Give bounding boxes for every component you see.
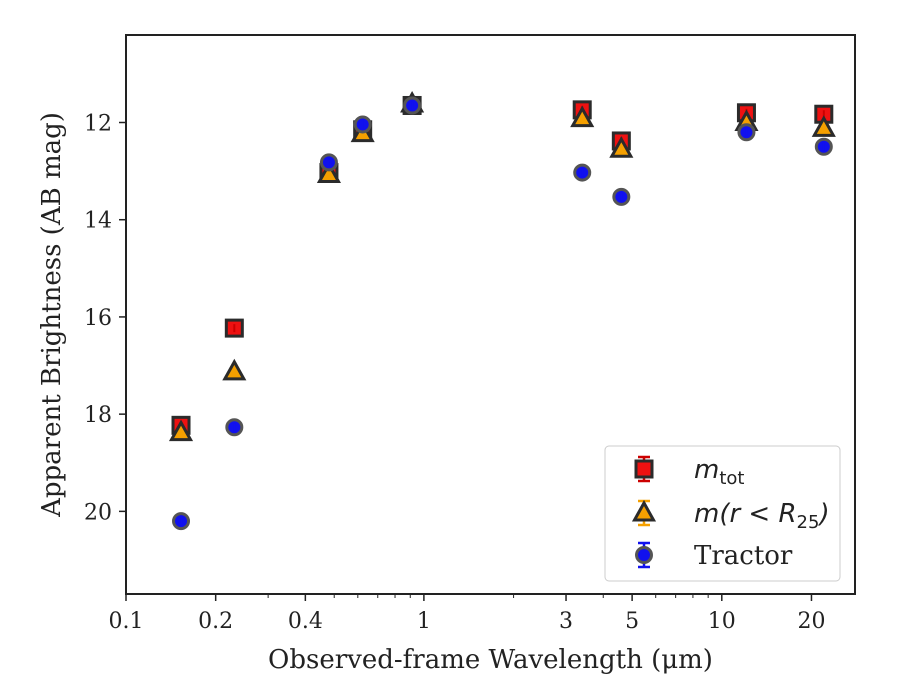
legend-frame <box>604 445 841 582</box>
y-tick-label: 14 <box>84 209 112 234</box>
legend-label-main: m <box>694 455 719 485</box>
legend-label-tractor: Tractor <box>694 541 793 571</box>
legend-label-mr25: m(r < R25) <box>694 499 830 533</box>
x-tick-label: 20 <box>797 609 825 634</box>
y-tick-label: 20 <box>84 500 112 525</box>
x-tick-label: 1 <box>417 609 431 634</box>
legend-label-main: m(r < R <box>694 499 797 529</box>
legend: mtot m(r < R25) Tractor <box>604 445 841 582</box>
x-axis-label: Observed-frame Wavelength (μm) <box>268 645 713 675</box>
legend-marker-tractor <box>635 546 653 564</box>
x-tick-label: 0.4 <box>288 609 323 634</box>
plot-frame <box>125 34 856 595</box>
y-tick-label: 18 <box>84 403 112 428</box>
ticks-layer: 0.1 0.2 0.4 1 3 5 10 20 12 14 16 18 20 <box>84 111 825 634</box>
y-axis-label: Apparent Brightness (AB mag) <box>37 112 67 518</box>
legend-marker-mr25 <box>631 499 657 522</box>
markers-layer <box>168 90 836 531</box>
x-tick-label: 10 <box>708 609 736 634</box>
x-tick-label: 3 <box>559 609 573 634</box>
legend-label-suffix: ) <box>817 499 829 529</box>
series-tractor <box>172 96 833 531</box>
legend-label-mtot: mtot <box>694 455 744 489</box>
series-mr25 <box>168 90 836 442</box>
x-tick-label: 5 <box>625 609 639 634</box>
legend-label-subscript: 25 <box>797 512 820 533</box>
series-mtot <box>171 95 834 435</box>
x-tick-label: 0.1 <box>109 609 144 634</box>
y-tick-label: 12 <box>84 111 112 136</box>
legend-marker-mtot <box>634 459 654 479</box>
legend-label-subscript: tot <box>719 468 744 489</box>
y-tick-label: 16 <box>84 306 112 331</box>
x-tick-label: 0.2 <box>198 609 233 634</box>
